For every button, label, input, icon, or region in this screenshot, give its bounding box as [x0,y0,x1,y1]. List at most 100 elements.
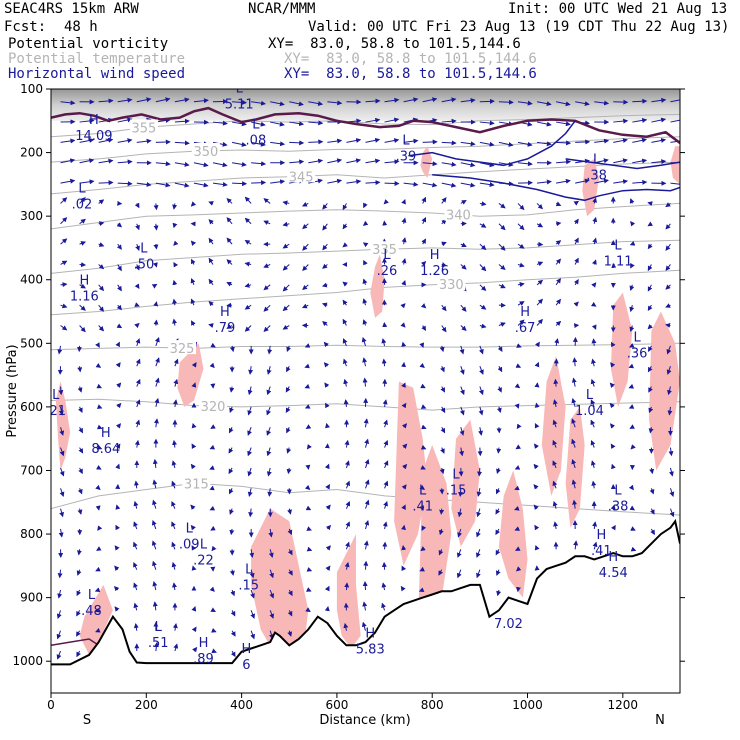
center-title: NCAR/MMM [248,1,316,17]
wind-vector [555,277,561,286]
wind-vector [422,97,438,103]
theta-label-bg [437,276,466,291]
wind-vector [57,345,63,355]
pv-shaded-region [649,311,680,471]
wind-vector [440,406,446,414]
wind-vector [289,159,305,165]
wind-vector [401,280,407,286]
wind-vector [135,264,140,271]
wind-vector [669,508,675,518]
wind-vector [592,197,597,204]
theta-label: 350 [193,145,218,160]
wind-vector [648,345,653,352]
wind-vector [632,158,648,164]
wind-vector [325,524,332,531]
wind-vector [327,178,343,184]
wind-vector [152,601,158,611]
wind-vector [209,505,216,511]
pv-extremum-letter: L [452,467,460,482]
pv-extremum-letter: L [402,134,410,149]
wind-vector [60,158,76,164]
x-tick-label: 0 [47,698,55,712]
wind-vector [669,488,675,497]
wind-vector [590,419,596,428]
y-tick-label: 300 [20,209,43,223]
wind-vector [496,447,502,454]
wind-vector [421,325,427,332]
wind-vector [498,141,514,147]
pv-extremum-letter: H [241,642,251,657]
wind-vector [536,279,544,286]
wind-vector [630,526,636,531]
wind-vector [555,320,562,327]
wind-vector [459,345,465,355]
wind-vector [479,201,487,207]
wind-vector [670,182,680,185]
wind-vector [60,178,76,184]
wind-vector [613,179,629,185]
wind-vector [420,260,427,267]
wind-vector [154,336,160,347]
wind-vector [325,422,330,429]
pv-extremum-letter: L [78,181,86,196]
wind-vector [516,423,522,430]
wind-vector [495,549,501,556]
wind-vector [249,569,255,579]
wind-vector [666,366,672,375]
wind-vector [514,526,520,531]
wind-vector [611,524,616,531]
wind-vector [226,237,233,245]
wind-vector [632,117,648,123]
wind-vector [98,284,105,292]
wind-vector [517,223,525,231]
wind-vector [209,586,215,592]
wind-vector [571,377,577,387]
wind-vector [136,181,152,187]
wind-vector [96,546,102,551]
wind-vector [441,118,457,124]
wind-vector [79,118,95,124]
wind-vector [439,508,445,515]
x-axis-label: Distance (km) [319,713,410,728]
wind-vector [610,362,616,368]
wind-vector [135,338,141,347]
wind-vector [57,569,63,579]
wind-vector [59,447,65,457]
wind-vector [383,480,389,489]
pv-extremum-value: .38 [586,169,607,184]
pv-extremum-letter: H [520,305,530,320]
wind-vector [58,406,64,416]
wind-vector [77,488,83,495]
wind-vector [421,216,427,225]
wind-vector [79,283,86,289]
wind-vector [98,98,114,104]
wind-vector [232,99,247,105]
wind-vector [263,263,271,268]
pv-extremum-value: .08 [246,134,267,149]
wind-vector [458,488,464,497]
wind-vector [155,357,160,367]
wind-vector [226,198,233,204]
wind-vector [459,366,465,375]
wind-vector [229,345,235,353]
wind-vector [267,345,273,355]
wind-vector [517,301,525,306]
wind-vector [79,138,95,143]
wind-vector [591,480,597,489]
wind-vector [321,302,328,308]
wind-vector [286,427,291,434]
wind-vector [556,101,571,107]
pv-extremum-value: .36 [627,347,648,362]
pv-extremum-value: .67 [515,321,536,336]
wind-vector [191,606,197,612]
wind-vector [270,141,286,147]
wind-vector [459,406,465,416]
wind-vector [420,383,426,389]
wind-vector [592,259,597,265]
wind-vector [665,223,671,230]
wind-vector [382,541,388,550]
pv-extremum-letter: L [252,118,260,133]
wind-vector [364,458,370,469]
wind-vector [629,325,635,333]
wind-vector [153,642,159,652]
